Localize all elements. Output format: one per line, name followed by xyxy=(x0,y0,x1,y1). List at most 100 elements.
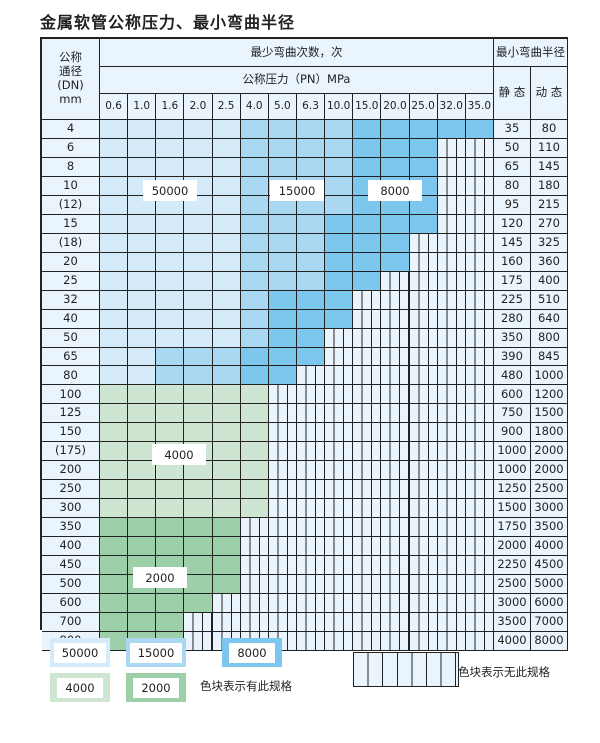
available-cell-8000 xyxy=(240,366,269,386)
unavailable-cell xyxy=(409,556,438,576)
unavailable-cell xyxy=(465,252,494,272)
unavailable-cell xyxy=(325,423,354,443)
available-cell-15000 xyxy=(325,157,354,177)
unavailable-cell xyxy=(409,442,438,462)
legend-available-text: 色块表示有此规格 xyxy=(200,679,292,693)
unavailable-cell xyxy=(409,518,438,538)
available-cell-50000 xyxy=(100,214,129,234)
pressure-col-header: 1.6 xyxy=(156,94,185,120)
available-cell-15000 xyxy=(240,271,269,291)
available-cell-15000 xyxy=(240,328,269,348)
available-cell-8000 xyxy=(353,157,382,177)
static-radius-cell: 160 xyxy=(493,252,531,272)
unavailable-cell xyxy=(465,385,494,405)
unavailable-cell xyxy=(465,176,494,196)
available-cell-50000 xyxy=(128,271,157,291)
legend-unavailable-swatch xyxy=(353,652,459,687)
available-cell-8000 xyxy=(409,120,438,139)
unavailable-cell xyxy=(437,271,466,291)
unavailable-cell xyxy=(437,442,466,462)
available-cell-50000 xyxy=(184,120,213,139)
unavailable-cell xyxy=(325,631,354,651)
available-cell-15000 xyxy=(268,120,297,139)
available-cell-8000 xyxy=(325,214,354,234)
unavailable-cell xyxy=(381,290,410,310)
unavailable-cell xyxy=(437,404,466,424)
available-cell-50000 xyxy=(212,138,241,158)
available-cell-50000 xyxy=(128,366,157,386)
unavailable-cell xyxy=(240,537,269,557)
unavailable-cell xyxy=(437,556,466,576)
dn-cell: 80 xyxy=(42,366,100,386)
unavailable-cell xyxy=(409,404,438,424)
dn-cell: 20 xyxy=(42,252,100,272)
page-title: 金属软管公称压力、最小弯曲半径 xyxy=(40,13,296,32)
unavailable-cell xyxy=(268,556,297,576)
unavailable-cell xyxy=(465,423,494,443)
unavailable-cell xyxy=(296,404,326,424)
dynamic-radius-cell: 5000 xyxy=(530,575,568,594)
available-cell-15000 xyxy=(240,252,269,272)
available-cell-15000 xyxy=(268,252,297,272)
pressure-col-header: 1.0 xyxy=(128,94,157,120)
unavailable-cell xyxy=(437,176,466,196)
unavailable-cell xyxy=(437,480,466,500)
available-cell-2000 xyxy=(156,594,185,613)
unavailable-cell xyxy=(409,328,438,348)
unavailable-cell xyxy=(409,612,438,632)
available-cell-8000 xyxy=(325,233,354,253)
dynamic-radius-cell: 7000 xyxy=(530,612,568,632)
available-cell-50000 xyxy=(212,233,241,253)
available-cell-50000 xyxy=(184,214,213,234)
dn-cell: 500 xyxy=(42,575,100,594)
available-cell-15000 xyxy=(240,176,269,196)
dynamic-radius-cell: 215 xyxy=(530,195,568,215)
dynamic-radius-cell: 110 xyxy=(530,138,568,158)
available-cell-50000 xyxy=(212,176,241,196)
pressure-col-header: 4.0 xyxy=(240,94,269,120)
available-cell-4000 xyxy=(240,442,269,462)
unavailable-cell xyxy=(437,499,466,519)
dn-cell: 100 xyxy=(42,385,100,405)
available-cell-4000 xyxy=(100,499,129,519)
unavailable-cell xyxy=(353,290,382,310)
available-cell-4000 xyxy=(212,442,241,462)
unavailable-cell xyxy=(437,631,466,651)
radius-header: 最小弯曲半径 xyxy=(493,39,568,67)
dynamic-radius-cell: 1000 xyxy=(530,366,568,386)
dn-cell: (12) xyxy=(42,195,100,215)
available-cell-8000 xyxy=(268,366,297,386)
unavailable-cell xyxy=(353,423,382,443)
available-cell-50000 xyxy=(184,309,213,329)
static-radius-cell: 750 xyxy=(493,404,531,424)
dn-cell: 700 xyxy=(42,612,100,632)
unavailable-cell xyxy=(381,442,410,462)
legend-swatch-50000: 50000 xyxy=(50,638,110,667)
pressure-col-header: 0.6 xyxy=(100,94,129,120)
unavailable-cell xyxy=(465,233,494,253)
static-radius-cell: 600 xyxy=(493,385,531,405)
unavailable-cell xyxy=(325,480,354,500)
available-cell-15000 xyxy=(156,347,185,367)
legend-swatch-label: 4000 xyxy=(57,677,103,698)
unavailable-cell xyxy=(465,594,494,613)
available-cell-15000 xyxy=(268,138,297,158)
available-cell-50000 xyxy=(128,233,157,253)
static-radius-cell: 1250 xyxy=(493,480,531,500)
unavailable-cell xyxy=(409,385,438,405)
unavailable-cell xyxy=(325,385,354,405)
unavailable-cell xyxy=(437,309,466,329)
unavailable-cell xyxy=(465,290,494,310)
static-radius-cell: 3000 xyxy=(493,594,531,613)
unavailable-cell xyxy=(465,556,494,576)
available-cell-2000 xyxy=(100,537,129,557)
unavailable-cell xyxy=(437,594,466,613)
unavailable-cell xyxy=(296,385,326,405)
available-cell-4000 xyxy=(212,404,241,424)
static-radius-cell: 120 xyxy=(493,214,531,234)
unavailable-cell xyxy=(353,556,382,576)
available-cell-8000 xyxy=(353,214,382,234)
pressure-col-header: 35.0 xyxy=(465,94,494,120)
available-cell-4000 xyxy=(128,404,157,424)
dynamic-radius-cell: 510 xyxy=(530,290,568,310)
